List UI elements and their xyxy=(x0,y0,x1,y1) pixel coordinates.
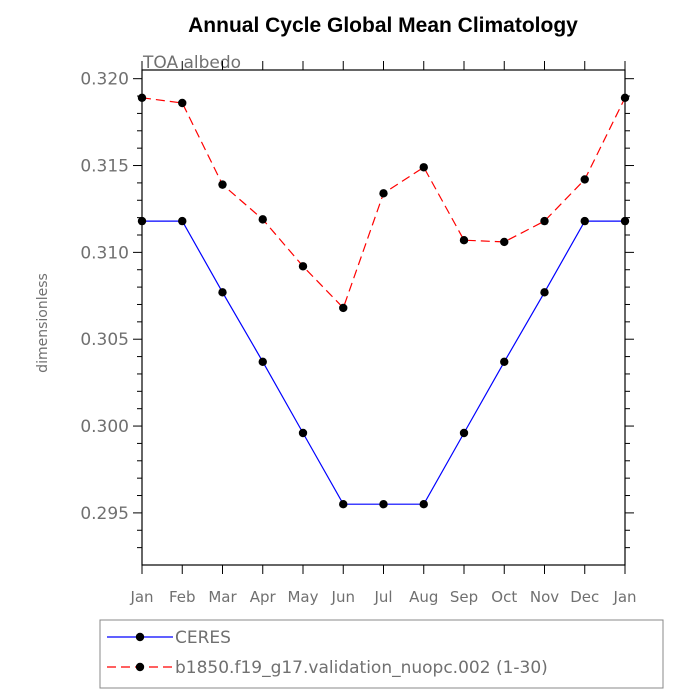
data-point xyxy=(258,215,267,224)
data-point xyxy=(218,288,227,297)
data-point xyxy=(137,93,147,102)
data-point xyxy=(298,428,308,438)
data-point xyxy=(218,180,227,189)
y-tick-label: 0.320 xyxy=(80,70,129,90)
x-tick-label: Apr xyxy=(250,588,277,606)
axis-ticks: 0.295 0.300 0.305 0.310 0.315 0.320 Jan Feb Mar A… xyxy=(80,61,637,606)
y-tick-label: 0.305 xyxy=(80,330,129,350)
x-tick-label: Feb xyxy=(169,588,196,606)
x-tick-label: Jan xyxy=(129,588,153,606)
x-tick-label: Jul xyxy=(373,588,392,606)
data-point xyxy=(419,163,428,172)
data-point xyxy=(298,262,308,271)
data-point xyxy=(500,237,509,247)
data-point xyxy=(419,500,428,509)
x-tick-label: Sep xyxy=(450,588,478,606)
data-point xyxy=(540,216,549,226)
y-tick-label: 0.315 xyxy=(80,157,129,177)
plot-frame xyxy=(141,69,626,566)
data-point xyxy=(459,428,469,438)
legend: CERES b1850.f19_g17.validation_nuopc.002 … xyxy=(99,619,664,689)
x-tick-label: Mar xyxy=(208,588,237,606)
data-point xyxy=(580,175,589,184)
series-1 xyxy=(137,216,630,509)
chart-title: Annual Cycle Global Mean Climatology xyxy=(188,14,578,37)
chart-subtitle: TOA albedo xyxy=(142,53,241,73)
series-2 xyxy=(137,93,630,313)
legend-label: b1850.f19_g17.validation_nuopc.002 (1-30… xyxy=(175,658,548,678)
series-line xyxy=(141,97,626,310)
x-tick-label: Nov xyxy=(530,588,559,606)
data-point xyxy=(580,216,589,226)
data-point xyxy=(178,216,187,226)
data-point xyxy=(540,288,549,297)
y-axis-label: dimensionless xyxy=(35,273,51,373)
series-layer xyxy=(137,93,630,509)
legend-marker xyxy=(135,632,145,642)
data-point xyxy=(137,216,147,226)
data-point xyxy=(379,500,388,509)
legend-marker xyxy=(135,662,145,672)
legend-box xyxy=(99,619,664,689)
data-point xyxy=(339,500,348,509)
data-point xyxy=(500,357,509,366)
data-point xyxy=(620,216,630,226)
x-tick-label: Dec xyxy=(570,588,599,606)
data-point xyxy=(459,236,469,245)
data-point xyxy=(379,189,388,198)
x-tick-label: Aug xyxy=(409,588,438,606)
x-tick-label: Oct xyxy=(491,588,517,606)
data-point xyxy=(620,93,630,102)
legend-label: CERES xyxy=(175,628,231,648)
data-point xyxy=(178,98,187,108)
y-tick-label: 0.300 xyxy=(80,417,129,437)
x-tick-label: Jun xyxy=(331,588,355,606)
data-point xyxy=(258,357,267,366)
x-tick-label: May xyxy=(287,588,318,606)
y-tick-label: 0.310 xyxy=(80,243,129,263)
series-line xyxy=(142,220,625,505)
y-tick-label: 0.295 xyxy=(80,504,129,524)
x-tick-label: Jan xyxy=(612,588,636,606)
data-point xyxy=(339,303,348,313)
